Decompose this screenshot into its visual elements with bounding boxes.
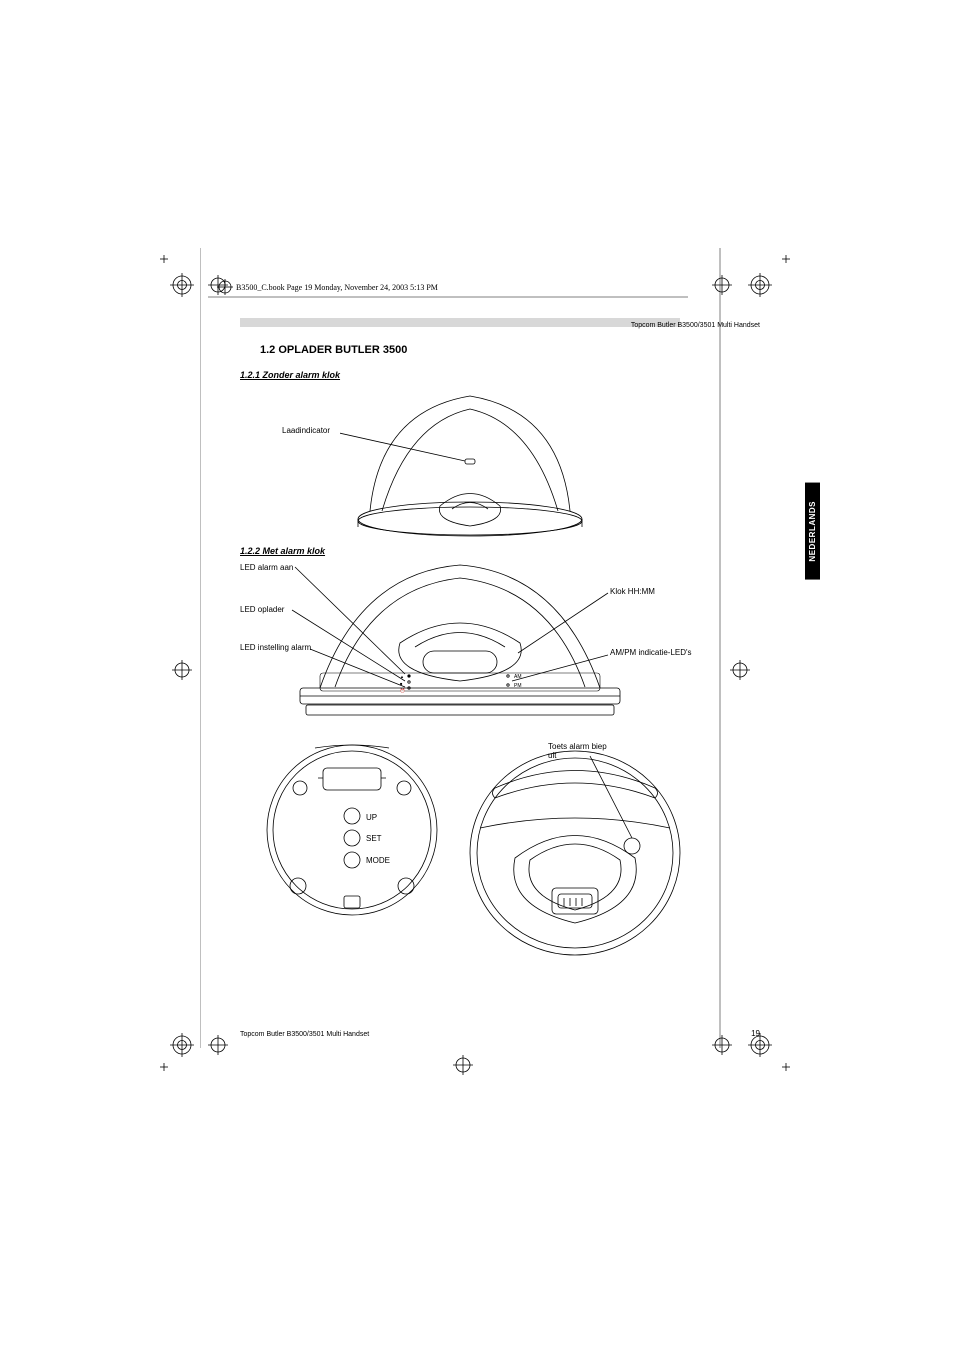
svg-text:⏰: ⏰ bbox=[400, 688, 405, 693]
section-title: 1.2 OPLADER BUTLER 3500 bbox=[260, 344, 407, 356]
regmark-mid-bottom bbox=[443, 1045, 483, 1085]
header-grey-bar bbox=[240, 318, 680, 327]
header-doc-title: Topcom Butler B3500/3501 Multi Handset bbox=[631, 322, 760, 329]
am-text: AM bbox=[514, 674, 522, 680]
label-set: SET bbox=[366, 834, 382, 843]
diagram-charger-bottom bbox=[260, 738, 450, 928]
label-mode: MODE bbox=[366, 856, 390, 865]
bookinfo-rule bbox=[208, 296, 688, 298]
language-tab: NEDERLANDS bbox=[805, 483, 820, 580]
label-laadindicator: Laadindicator bbox=[282, 426, 330, 435]
bookinfo-icon bbox=[216, 278, 234, 296]
diagram-charger-alarm-front: ▲ ■ ⏰ AM PM bbox=[250, 553, 670, 728]
footer-doc-title: Topcom Butler B3500/3501 Multi Handset bbox=[240, 1031, 369, 1038]
diagram-charger-simple bbox=[340, 381, 600, 546]
label-up: UP bbox=[366, 813, 377, 822]
pm-text: PM bbox=[514, 683, 522, 689]
diagram-charger-top bbox=[460, 738, 690, 963]
subsection-1-2-1: 1.2.1 Zonder alarm klok bbox=[240, 370, 340, 380]
page-number: 19 bbox=[751, 1029, 760, 1038]
book-info-line: B3500_C.book Page 19 Monday, November 24… bbox=[236, 283, 438, 292]
page-content: B3500_C.book Page 19 Monday, November 24… bbox=[160, 248, 780, 1038]
